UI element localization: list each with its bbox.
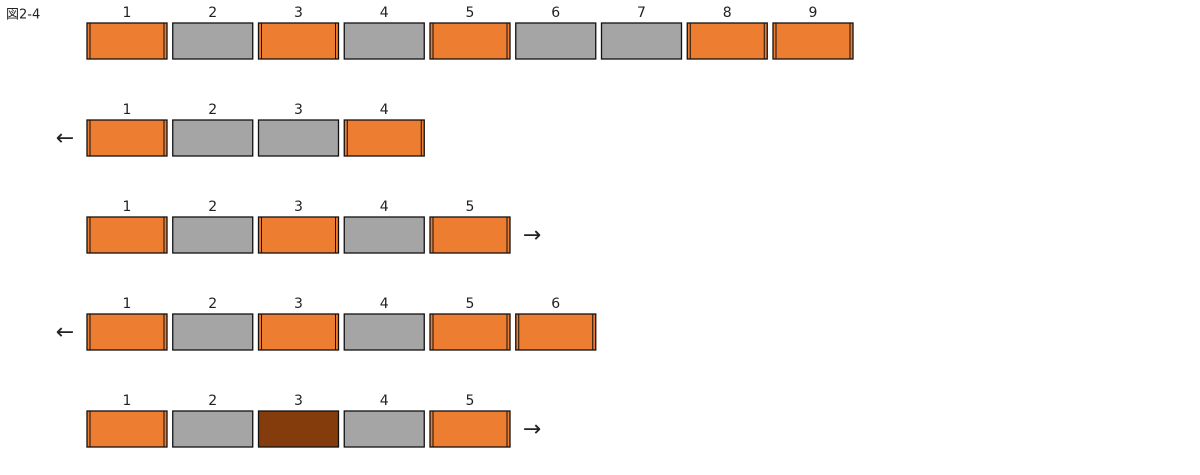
cell	[257, 22, 340, 60]
cell	[257, 313, 340, 351]
cell-number: 5	[466, 5, 475, 21]
cell	[515, 313, 597, 351]
cell	[429, 313, 511, 351]
cell	[343, 410, 425, 448]
cell-number: 4	[380, 296, 389, 312]
cell-number: 1	[123, 5, 132, 21]
cell	[172, 313, 254, 351]
cell-number: 3	[294, 102, 303, 118]
cell-number: 4	[380, 102, 389, 118]
cell	[86, 216, 168, 254]
cell-number: 3	[294, 5, 303, 21]
cell	[172, 216, 254, 254]
arrow: ←	[56, 126, 74, 151]
cell	[257, 119, 340, 157]
cell	[343, 313, 425, 351]
cell	[172, 22, 254, 60]
cell	[172, 410, 254, 448]
cell-number: 6	[551, 296, 560, 312]
cell	[343, 119, 425, 157]
cell	[343, 216, 425, 254]
cell-number: 7	[637, 5, 646, 21]
cell	[86, 410, 168, 448]
cell	[257, 410, 340, 448]
cell-number: 1	[123, 102, 132, 118]
cell	[686, 22, 768, 60]
cell-number: 1	[123, 296, 132, 312]
cell-number: 3	[294, 296, 303, 312]
cell-number: 1	[123, 199, 132, 215]
cell-number: 4	[380, 5, 389, 21]
arrow: ←	[56, 320, 74, 345]
cell	[86, 119, 168, 157]
cell-number: 2	[208, 296, 217, 312]
cell	[429, 410, 511, 448]
cell-number: 3	[294, 199, 303, 215]
cell	[343, 22, 425, 60]
cell-number: 5	[466, 393, 475, 409]
cell	[86, 313, 168, 351]
cell-number: 2	[208, 393, 217, 409]
cell	[429, 216, 511, 254]
cell	[600, 22, 683, 60]
cell	[429, 22, 511, 60]
cell	[172, 119, 254, 157]
arrow: →	[523, 417, 541, 442]
arrow: →	[523, 223, 541, 248]
cell-number: 9	[809, 5, 818, 21]
cell-number: 4	[380, 199, 389, 215]
cell-number: 8	[723, 5, 732, 21]
cell	[257, 216, 340, 254]
cell	[86, 22, 168, 60]
cell-number: 1	[123, 393, 132, 409]
figure-label: 図2-4	[6, 8, 40, 23]
cell-number: 5	[466, 296, 475, 312]
cell-number: 5	[466, 199, 475, 215]
cell-number: 6	[551, 5, 560, 21]
cell-number: 2	[208, 102, 217, 118]
cell-number: 3	[294, 393, 303, 409]
cell	[772, 22, 854, 60]
cell-number: 4	[380, 393, 389, 409]
cell-number: 2	[208, 199, 217, 215]
cell	[515, 22, 597, 60]
cell-number: 2	[208, 5, 217, 21]
